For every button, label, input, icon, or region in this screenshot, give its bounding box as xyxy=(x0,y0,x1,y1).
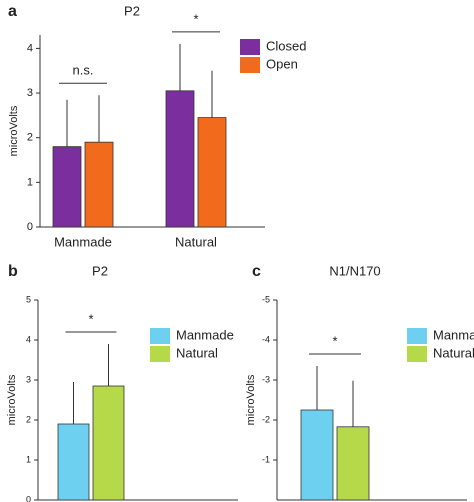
legend-swatch xyxy=(240,57,260,73)
y-tick-label: 5 xyxy=(26,294,31,304)
panel-label: a xyxy=(8,3,17,20)
legend-label: Natural xyxy=(176,345,218,360)
annotation: * xyxy=(193,11,198,26)
bar xyxy=(84,141,114,228)
legend-swatch xyxy=(150,346,170,362)
x-tick-label: Manmade xyxy=(54,234,112,249)
bar xyxy=(57,423,90,501)
y-tick-label: -2 xyxy=(262,414,270,424)
y-tick-label: 2 xyxy=(27,132,33,144)
legend-label: Open xyxy=(266,56,298,71)
legend-swatch xyxy=(240,39,260,55)
y-tick-label: 3 xyxy=(26,374,31,384)
bar xyxy=(92,385,125,501)
y-axis-label: microVolts xyxy=(245,374,257,425)
y-tick-label: -3 xyxy=(262,374,270,384)
legend-label: Manmade xyxy=(433,327,474,342)
bar xyxy=(197,117,227,228)
legend-label: Natural xyxy=(433,345,474,360)
annotation: * xyxy=(332,333,337,348)
chart-title: P2 xyxy=(124,3,140,18)
y-tick-label: 0 xyxy=(26,494,31,502)
y-tick-label: 1 xyxy=(26,454,31,464)
bar xyxy=(52,146,82,228)
legend-swatch xyxy=(150,328,170,344)
y-tick-label: 4 xyxy=(26,334,31,344)
y-tick-label: 3 xyxy=(27,87,33,99)
annotation: * xyxy=(88,311,93,326)
y-tick-label: -1 xyxy=(262,454,270,464)
panel-label: b xyxy=(8,263,18,280)
y-tick-label: -4 xyxy=(262,334,270,344)
bar xyxy=(165,90,195,228)
bar xyxy=(300,409,334,501)
chart-title: P2 xyxy=(92,263,108,278)
panel-label: c xyxy=(252,263,261,280)
y-tick-label: 4 xyxy=(27,42,33,54)
legend-swatch xyxy=(407,328,427,344)
x-tick-label: Natural xyxy=(175,234,217,249)
y-tick-label: 1 xyxy=(27,176,33,188)
y-tick-label: 0 xyxy=(27,221,33,233)
y-axis-label: microVolts xyxy=(6,374,18,425)
legend-swatch xyxy=(407,346,427,362)
y-axis-label: microVolts xyxy=(8,105,20,156)
y-tick-label: 2 xyxy=(26,414,31,424)
chart-title: N1/N170 xyxy=(329,263,380,278)
y-tick-label: -5 xyxy=(262,294,270,304)
bar xyxy=(336,426,370,501)
legend-label: Manmade xyxy=(176,327,234,342)
legend-label: Closed xyxy=(266,38,306,53)
annotation: n.s. xyxy=(73,63,94,78)
